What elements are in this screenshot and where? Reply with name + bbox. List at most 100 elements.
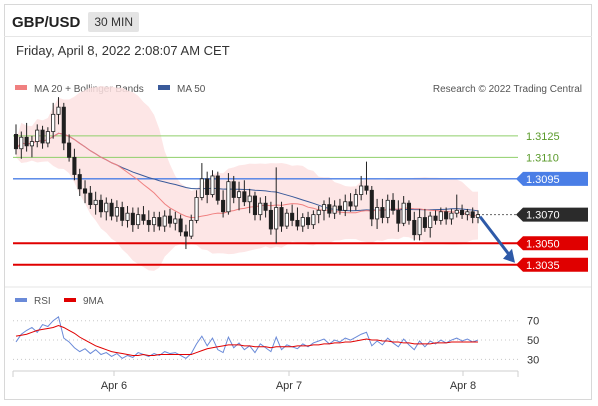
forecast-arrow-layer [478, 215, 515, 263]
candle-body-78 [428, 215, 433, 228]
forecast-arrow-head [503, 248, 515, 263]
candle-body-62 [343, 201, 348, 211]
candle-body-40 [226, 181, 231, 213]
candle-body-47 [263, 202, 268, 211]
ma50-legend-label: MA 50 [177, 84, 206, 95]
candle-body-64 [353, 194, 358, 207]
candle-body-46 [258, 202, 263, 216]
candle-body-72 [396, 209, 401, 224]
symbol-label: GBP/USD [12, 13, 81, 31]
ma50-legend-swatch [158, 85, 170, 90]
chart-header: GBP/USD 30 MIN [12, 10, 140, 34]
forecast-arrow-shaft [478, 215, 512, 257]
candlestick-layer [13, 97, 481, 250]
candle-body-14 [88, 192, 93, 206]
candle-body-38 [215, 175, 220, 201]
candle-body-60 [332, 205, 337, 214]
rsi-tick-label-30: 30 [527, 354, 539, 366]
candle-body-13 [82, 188, 88, 194]
resistance-green-label-1.3110: 1.3110 [526, 152, 559, 164]
candle-body-6 [45, 131, 50, 144]
x-axis-ticks: Apr 6 Apr 7 Apr 8 [101, 371, 476, 392]
resistance-green-label-1.3125: 1.3125 [526, 131, 560, 143]
ma20-line [15, 132, 479, 219]
candle-body-11 [72, 156, 77, 175]
candle-body-34 [194, 197, 199, 221]
x-tick-label-0: Apr 6 [101, 380, 127, 392]
candle-body-84 [460, 209, 465, 216]
x-tick-label-1: Apr 7 [276, 380, 302, 392]
rsi-ma-line [15, 325, 478, 356]
candle-body-53 [295, 219, 300, 227]
rsi-legend-label: RSI [34, 296, 51, 307]
candle-body-44 [247, 195, 252, 203]
candle-body-74 [406, 202, 412, 221]
candle-body-61 [337, 205, 342, 211]
candle-body-49 [274, 207, 279, 230]
candle-body-19 [114, 207, 119, 217]
candle-body-7 [51, 113, 56, 132]
candle-body-1 [19, 136, 24, 150]
candle-body-5 [40, 129, 45, 144]
candle-body-12 [77, 174, 82, 190]
candle-body-21 [125, 212, 130, 221]
candle-body-77 [422, 217, 427, 228]
candle-body-85 [465, 211, 470, 216]
pivot-blue-label-1.3095: 1.3095 [526, 174, 560, 186]
candle-body-55 [306, 217, 311, 226]
candle-body-68 [375, 207, 380, 220]
level-lines [13, 135, 518, 266]
candle-body-59 [327, 204, 332, 214]
last-price-tag-1.3070 [516, 207, 588, 222]
candle-body-69 [380, 207, 385, 218]
candle-body-22 [130, 212, 135, 226]
candle-body-82 [449, 212, 454, 220]
candle-body-28 [162, 215, 167, 227]
candle-body-67 [369, 189, 374, 220]
rsi-legend-swatch [15, 298, 27, 302]
candle-body-54 [300, 217, 305, 227]
candle-body-9 [61, 106, 66, 144]
support-red-label-1.3035: 1.3035 [526, 260, 560, 272]
rsi-line [15, 316, 479, 359]
candle-body-35 [199, 178, 204, 198]
candle-body-71 [390, 199, 396, 211]
candle-body-37 [210, 175, 215, 195]
candle-body-24 [141, 214, 146, 221]
candle-body-58 [321, 204, 327, 211]
candle-body-65 [359, 185, 364, 195]
timeframe-badge[interactable]: 30 MIN [88, 12, 140, 32]
rsi-ma-legend-label: 9MA [83, 296, 104, 307]
candle-body-23 [136, 214, 141, 226]
candle-body-79 [433, 215, 438, 221]
rsi-tick-label-50: 50 [527, 335, 539, 347]
rsi-panel: 70 50 30 [13, 316, 539, 366]
candle-body-56 [311, 214, 316, 226]
last-price-label-1.3070: 1.3070 [526, 210, 560, 222]
rsi-tick-label-70: 70 [527, 316, 539, 328]
candle-body-33 [189, 219, 194, 237]
candle-body-76 [417, 217, 422, 236]
support-red-tag-1.3050 [516, 236, 588, 251]
moving-average-layer [15, 132, 479, 219]
candle-body-66 [364, 185, 369, 191]
candle-body-32 [183, 231, 188, 237]
timestamp: Friday, April 8, 2022 2:08:07 AM CET [16, 43, 230, 58]
candle-body-57 [316, 209, 321, 216]
candle-body-27 [157, 217, 162, 227]
candle-body-2 [24, 136, 29, 147]
candle-body-25 [146, 219, 151, 226]
candle-body-31 [178, 218, 183, 233]
rsi-ma-legend-swatch [64, 298, 76, 302]
candle-body-83 [454, 209, 459, 214]
candle-body-17 [104, 202, 109, 213]
candle-body-0 [13, 133, 19, 150]
candle-body-63 [348, 201, 353, 207]
candle-body-18 [109, 202, 114, 217]
ma20-legend-swatch [15, 85, 27, 90]
candle-body-73 [401, 202, 406, 224]
candle-body-42 [236, 191, 242, 198]
candle-body-26 [152, 217, 157, 226]
candle-body-70 [385, 199, 390, 218]
